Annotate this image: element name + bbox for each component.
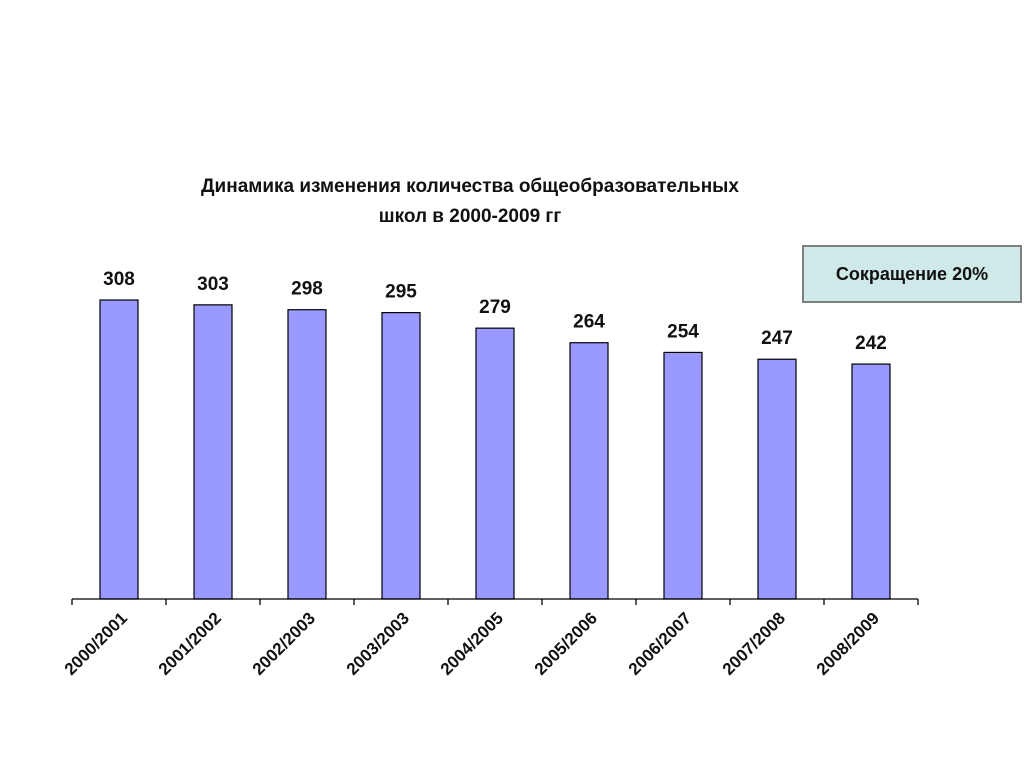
data-labels-group: 308 303 298 295 279 264 254 247 242 — [103, 269, 887, 354]
tick-label: 2007/2008 — [719, 609, 789, 679]
x-axis — [71, 598, 919, 605]
reduction-callout-text: Сокращение 20% — [835, 263, 989, 284]
tick-label: 2004/2005 — [437, 609, 507, 679]
tick-labels-group: 2000/2001 2001/2002 2002/2003 2003/2003 2004… — [61, 609, 883, 679]
tick-label: 2005/2006 — [531, 609, 601, 679]
tick-label: 2008/2009 — [813, 609, 883, 679]
data-label: 298 — [291, 279, 323, 300]
data-label: 308 — [103, 269, 135, 290]
data-label: 303 — [197, 274, 229, 295]
tick-label: 2000/2001 — [61, 609, 131, 679]
tick-label: 2003/2003 — [343, 609, 413, 679]
tick-label: 2002/2003 — [249, 609, 319, 679]
bar-2004-2005 — [475, 327, 515, 600]
chart-title-line1: Динамика изменения количества общеобразо… — [201, 176, 739, 197]
bar-2005-2006 — [569, 342, 609, 600]
tick-label: 2001/2002 — [155, 609, 225, 679]
bars-group — [99, 299, 891, 600]
bar-2000-2001 — [99, 299, 139, 600]
data-label: 242 — [855, 333, 887, 354]
reduction-callout: Сокращение 20% — [802, 245, 1022, 303]
bar-2007-2008 — [757, 358, 797, 600]
bar-2003-2003 — [381, 312, 421, 600]
data-label: 295 — [385, 282, 417, 303]
chart-title-line2: школ в 2000-2009 гг — [378, 206, 562, 227]
bar-2002-2003 — [287, 309, 327, 600]
tick-label: 2006/2007 — [625, 609, 695, 679]
bar-2001-2002 — [193, 304, 233, 600]
chart-title: Динамика изменения количества общеобразо… — [100, 172, 840, 232]
bar-2008-2009 — [851, 363, 891, 600]
bar-2006-2007 — [663, 351, 703, 600]
data-label: 264 — [573, 312, 605, 333]
data-label: 247 — [761, 328, 793, 349]
data-label: 279 — [479, 297, 511, 318]
data-label: 254 — [667, 321, 699, 342]
